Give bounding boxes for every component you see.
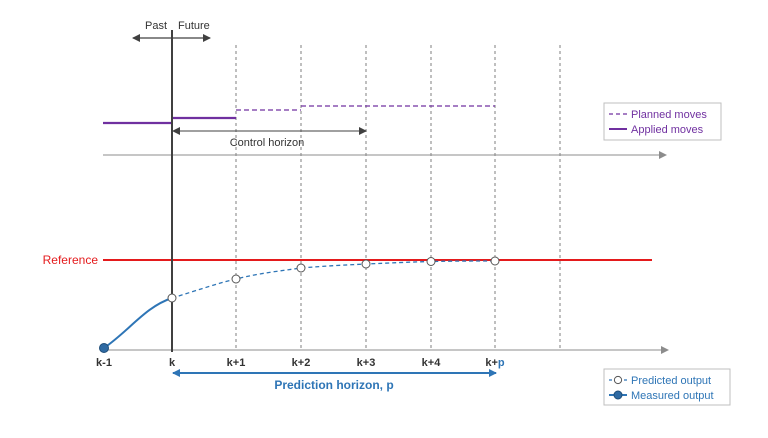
predicted-output-swatch-marker (613, 375, 623, 385)
applied-moves (103, 116, 236, 125)
measured-output-curve (103, 297, 173, 349)
tick-label-k3: k+3 (357, 357, 376, 369)
planned-moves-legend-label: Planned moves (631, 109, 707, 121)
tick-label-kp: k+p (485, 357, 505, 369)
predicted-marker-k4 (426, 257, 436, 266)
tick-label-kp-suffix: p (498, 357, 505, 369)
measured-output-marker (99, 343, 109, 353)
predicted-output-markers (167, 256, 500, 303)
tick-label-k: k (169, 357, 176, 369)
dashed-gridlines (235, 45, 561, 350)
measured-output-legend-label: Measured output (631, 390, 714, 402)
tick-label-k-1: k-1 (96, 357, 112, 369)
control-horizon-label: Control horizon (230, 137, 305, 149)
output-legend-box (603, 368, 731, 406)
predicted-marker-k1 (231, 274, 241, 284)
tick-label-k1: k+1 (227, 357, 246, 369)
predicted-marker-k (167, 293, 177, 303)
predicted-marker-kp (490, 256, 500, 266)
predicted-output-legend-label: Predicted output (631, 375, 711, 387)
tick-label-k4: k+4 (422, 357, 442, 369)
planned-moves (236, 105, 495, 111)
predicted-output-curve (171, 260, 496, 299)
prediction-horizon-label: Prediction horizon, p (274, 378, 393, 392)
measured-output-swatch-marker (613, 390, 623, 400)
future-label: Future (178, 20, 210, 32)
output-legend: Predicted output Measured output (603, 368, 731, 406)
predicted-marker-k3 (361, 259, 371, 269)
past-label: Past (145, 20, 167, 32)
tick-label-k2: k+2 (292, 357, 311, 369)
tick-label-kp-prefix: k+ (485, 357, 498, 369)
moves-legend-box (603, 102, 722, 141)
predicted-marker-k2 (296, 263, 306, 273)
applied-moves-legend-label: Applied moves (631, 124, 704, 136)
reference-label: Reference (43, 253, 99, 267)
tick-labels: k-1 k k+1 k+2 k+3 k+4 k+p (96, 357, 505, 369)
moves-legend: Planned moves Applied moves (603, 102, 722, 141)
